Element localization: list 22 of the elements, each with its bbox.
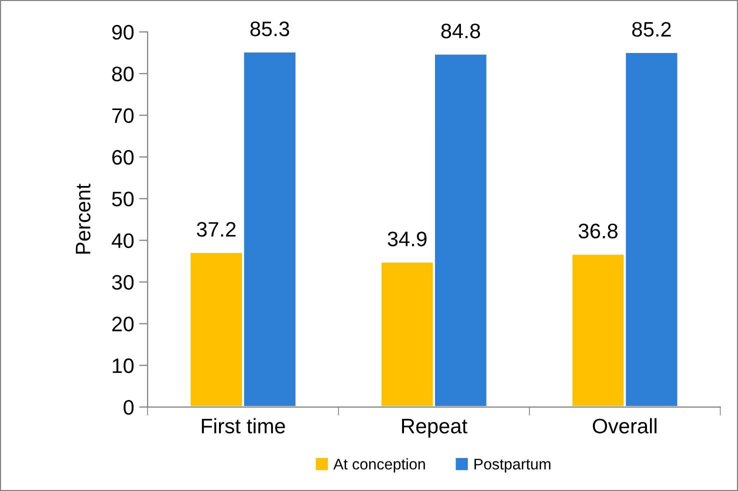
y-tick-label: 30 — [112, 275, 134, 290]
data-label: 84.8 — [441, 24, 480, 38]
y-tick-label: 90 — [112, 24, 134, 40]
y-axis-title: Percent — [76, 184, 90, 254]
y-tick-label: 80 — [112, 66, 134, 82]
y-tick-label: 0 — [124, 400, 134, 415]
data-label: 34.9 — [388, 232, 427, 246]
legend-label: Postpartum — [474, 458, 550, 473]
data-label: 85.2 — [632, 22, 671, 37]
data-label: 36.8 — [578, 224, 618, 238]
y-tick-label: 60 — [112, 150, 134, 165]
data-label: 37.2 — [196, 222, 236, 237]
x-tick-label: First time — [202, 418, 285, 434]
legend-label: At conception — [333, 458, 425, 473]
data-label: 85.3 — [250, 22, 290, 36]
y-tick-label: 50 — [112, 192, 134, 206]
x-tick-label: Overall — [592, 418, 656, 434]
y-tick-label: 70 — [112, 108, 134, 124]
y-tick-label: 40 — [112, 233, 134, 248]
x-tick-label: Repeat — [402, 418, 468, 438]
y-tick-label: 10 — [112, 358, 134, 374]
y-tick-label: 20 — [112, 316, 134, 332]
